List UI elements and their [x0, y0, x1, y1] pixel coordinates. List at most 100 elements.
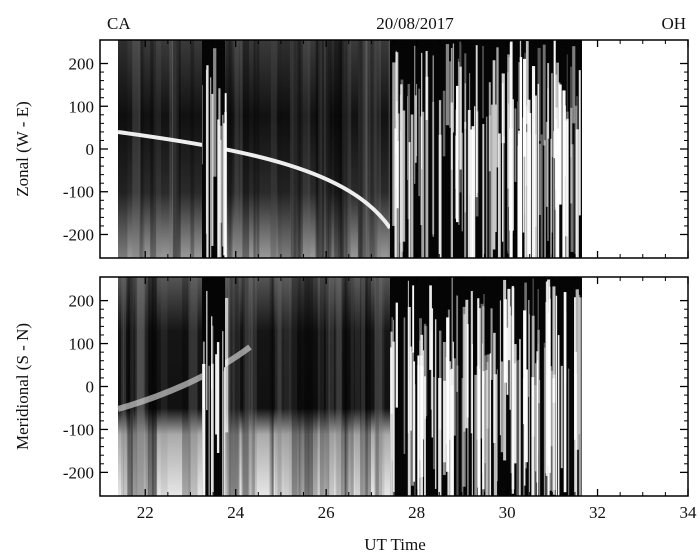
x-tick-label: 32 [589, 503, 606, 522]
image-stripe [509, 41, 513, 233]
image-streak [341, 40, 352, 258]
image-streak [298, 40, 309, 258]
image-stripe [416, 84, 418, 157]
image-stripe [485, 370, 488, 496]
image-stripe [466, 324, 469, 418]
image-stripe [519, 57, 523, 258]
image-stripe [407, 96, 409, 180]
image-streak [151, 277, 158, 496]
image-stripe [482, 371, 485, 490]
image-stripe [430, 330, 432, 410]
image-stripe [211, 93, 214, 246]
image-stripe [395, 302, 398, 408]
image-stripe [574, 297, 576, 440]
image-streak [325, 277, 330, 496]
image-stripe [545, 121, 549, 207]
image-stripe [537, 289, 539, 383]
image-streak [358, 40, 368, 258]
x-tick-label: 22 [137, 503, 154, 522]
y-tick-label: -200 [63, 463, 94, 482]
image-streak [136, 277, 146, 496]
image-stripe [429, 285, 432, 370]
image-streak [322, 40, 325, 258]
image-streak [229, 277, 239, 496]
image-stripe [516, 360, 518, 496]
image-stripe [445, 44, 450, 126]
image-stripe [413, 361, 416, 482]
image-stripe [575, 289, 579, 450]
image-streak [290, 40, 299, 258]
image-stripe [557, 335, 560, 496]
image-stripe [493, 374, 498, 496]
image-stripe [550, 138, 552, 258]
image-streak [293, 40, 297, 258]
image-streak [317, 40, 323, 258]
image-stripe [575, 129, 579, 258]
image-stripe [465, 299, 469, 429]
image-stripe [570, 144, 574, 252]
image-stripe [208, 365, 211, 496]
image-stripe [408, 142, 411, 258]
image-stripe [519, 339, 521, 496]
image-stripe [222, 114, 224, 247]
image-streak [319, 40, 326, 258]
image-stripe [560, 365, 563, 469]
image-stripe [438, 100, 442, 258]
image-stripe [525, 41, 529, 124]
image-stripe [421, 52, 423, 170]
image-stripe [490, 104, 493, 258]
image-stripe [425, 76, 429, 258]
image-streak [118, 40, 128, 258]
image-streak [319, 277, 329, 496]
image-stripe [572, 46, 576, 124]
image-stripe [496, 47, 499, 168]
image-streak [335, 277, 342, 496]
image-stripe [220, 139, 222, 258]
image-stripe [411, 351, 415, 486]
image-stripe [457, 58, 459, 161]
image-stripe [473, 130, 475, 200]
image-stripe [400, 131, 401, 258]
image-stripe [537, 329, 540, 404]
image-streak [326, 40, 332, 258]
image-stripe [501, 83, 504, 242]
image-stripe [500, 361, 504, 453]
image-stripe [438, 377, 442, 496]
image-streak [234, 40, 239, 258]
image-stripe [537, 47, 541, 141]
image-stripe [420, 116, 423, 226]
image-stripe [206, 290, 208, 411]
image-arc [117, 130, 392, 230]
image-streak [328, 277, 335, 496]
image-stripe [534, 95, 537, 258]
image-streak [139, 40, 143, 258]
image-stripe [453, 358, 456, 436]
image-streak [127, 277, 133, 496]
image-stripe [402, 110, 406, 242]
image-stripe [536, 360, 539, 496]
y-axis-label: Meridional (S - N) [13, 323, 32, 450]
image-stripe [211, 364, 213, 496]
image-stripe [524, 369, 528, 463]
image-streak [314, 40, 325, 258]
image-streak [138, 40, 141, 258]
image-stripe [547, 300, 551, 390]
image [117, 40, 582, 258]
image-stripe [528, 112, 532, 258]
image-stripe [552, 286, 556, 403]
image-stripe [458, 61, 460, 225]
image-stripe [475, 45, 478, 198]
image-streak [373, 40, 379, 258]
image-streak [325, 40, 330, 258]
image-stripe [529, 314, 530, 496]
image-streak [334, 40, 344, 258]
image-streak [136, 277, 145, 496]
image-stripe [442, 341, 446, 475]
image-streak [374, 277, 385, 496]
image-stripe [510, 315, 514, 474]
image-streak [341, 277, 347, 496]
image-stripe [540, 134, 543, 258]
image-streak [131, 277, 138, 496]
image-stripe [507, 54, 511, 189]
image-stripe [218, 88, 221, 258]
